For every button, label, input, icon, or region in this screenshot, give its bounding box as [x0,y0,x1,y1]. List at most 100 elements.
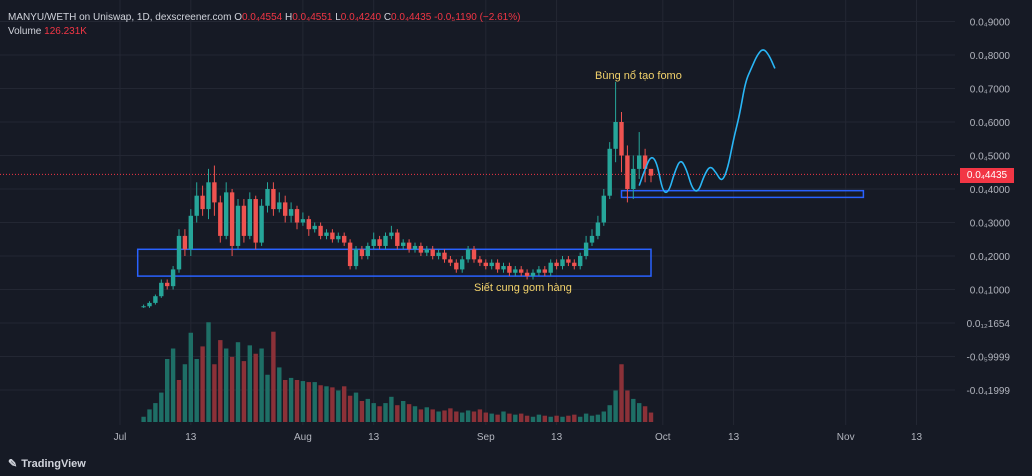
price-axis[interactable]: 0.0₄9000 0.0₄8000 0.0₄7000 0.0₄6000 0.0₄5000… [966,18,1010,398]
y-tick-label: 0.0₄6000 [970,118,1011,129]
volume-bar [283,380,288,422]
y-tick-label: -0.0₅9999 [966,353,1010,364]
volume-bar [454,411,459,422]
candle-body [165,282,170,287]
volume-bar [336,390,341,422]
candle-body [483,262,488,267]
projection-path [638,49,776,194]
volume-bar [465,410,471,422]
volume-bar [235,342,241,422]
volume-bar [330,387,335,422]
change-value: -0.0₅1190 (−2.61%) [434,12,521,23]
volume-bar [218,340,223,422]
candle-body [371,239,376,246]
candle-body [619,122,624,156]
volume-bar [147,409,152,422]
volume-bar [595,414,601,422]
candle-body [324,232,329,236]
volume-bar [176,380,182,422]
candle-body [347,242,353,267]
volume-bar [607,405,612,422]
volume-header[interactable]: Volume 126.231K [8,26,87,37]
candle-body [401,242,406,246]
volume-bar [436,411,441,422]
volume-bar [448,408,453,422]
candle-body [454,262,459,270]
candle-body [288,209,294,216]
volume-bar [572,414,577,422]
candle-body [465,249,471,260]
volume-bar [424,407,429,422]
candle-body [176,235,182,270]
volume-bar [648,412,654,422]
volume-bar [442,410,447,422]
candle-body [259,205,264,243]
volume-bar [495,414,500,422]
volume-bar [318,385,323,422]
candle-body [336,235,341,240]
volume-bar [601,411,606,422]
volume-bar [471,411,477,422]
volume-bar [578,416,583,422]
projection-line [638,49,776,194]
candle-body [489,262,494,267]
volume-bar [401,401,406,422]
x-tick-label: Oct [655,432,671,443]
volume-bar [560,416,565,422]
volume-bar [489,413,494,422]
volume-bar [253,353,258,422]
volume-bar [312,382,317,422]
time-axis[interactable]: Jul 13 Aug 13 Sep 13 Oct 13 Nov 13 [114,432,923,443]
volume-bar [194,359,199,422]
candle-body [406,242,412,250]
x-tick-label: 13 [551,432,563,443]
zone-boxes [136,189,865,277]
candle-body [200,195,205,210]
candle-body [424,249,429,253]
candlesticks [141,81,654,308]
candle-body [206,182,211,210]
candle-body [607,148,612,196]
volume-bar [377,406,382,422]
y-tick-label: 0.0₄1000 [970,286,1011,297]
volume-bar [212,364,217,422]
volume-bar [619,364,624,422]
annotation-top: Bùng nổ tạo fomo [595,70,682,82]
candle-body [613,122,618,149]
tradingview-icon: ✎ [8,458,18,470]
candle-body [159,282,164,297]
volume-bar [300,381,306,422]
candle-body [383,235,388,246]
candle-body [330,232,335,240]
candle-body [548,262,553,273]
tradingview-logo[interactable]: ✎ TradingView [8,457,86,470]
candle-body [637,155,642,169]
x-tick-label: 13 [368,432,380,443]
volume-bar [642,406,648,422]
y-tick-label: 0.0₄9000 [970,18,1011,29]
candle-body [353,249,359,267]
volume-bar [277,367,282,422]
volume-bar [430,409,435,422]
candle-body [460,259,465,270]
candle-body [306,219,311,230]
volume-bar [460,412,465,422]
close-label: C [383,12,392,23]
y-tick-label: 0.0₄2000 [970,252,1011,263]
candle-body [554,262,559,267]
candle-body [147,302,152,307]
volume-bar [507,413,512,422]
candle-body [294,209,300,223]
y-tick-label: -0.0₄1999 [966,386,1010,397]
candle-body [312,225,317,230]
symbol-header[interactable]: MANYU/WETH on Uniswap, 1D, dexscreener.c… [8,12,520,23]
close-value: 0.0₄4435 [391,12,432,23]
volume-bar [153,403,158,422]
volume-bar [389,396,394,422]
pair-title: MANYU/WETH on Uniswap, 1D, dexscreener.c… [8,12,232,23]
candle-body [442,252,447,260]
candle-body [418,245,424,253]
candle-body [241,205,247,236]
candle-body [218,202,223,236]
y-tick-label: 0.0₄8000 [970,51,1011,62]
